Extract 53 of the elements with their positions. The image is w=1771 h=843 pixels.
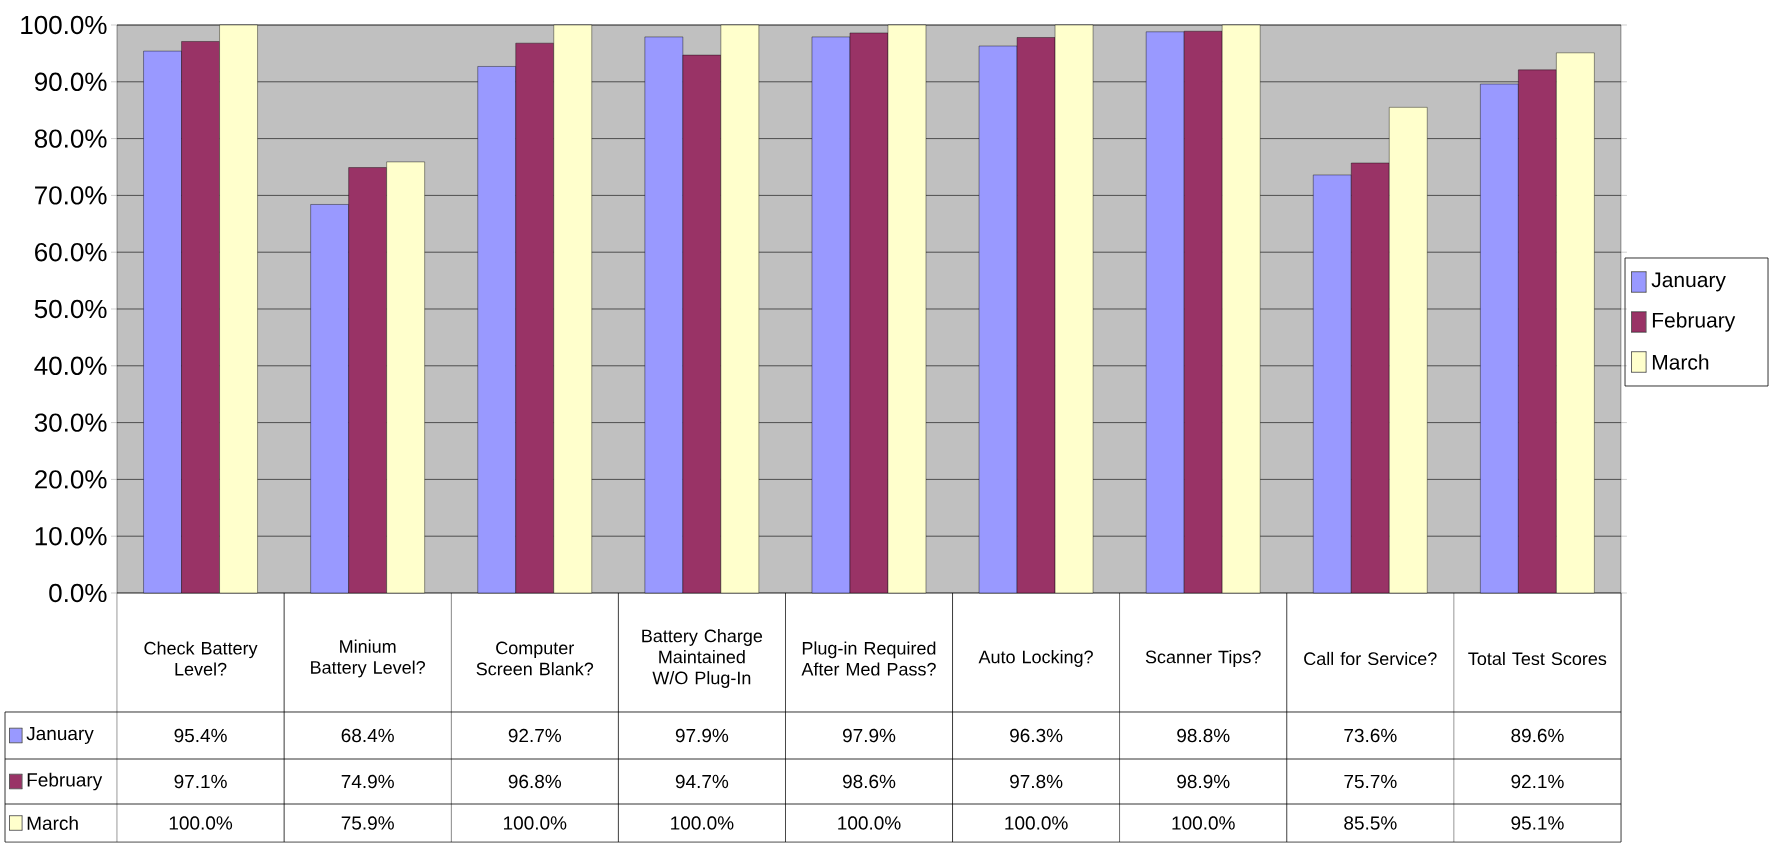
data-label: 100.0%: [169, 816, 233, 830]
data-label: 100.0%: [1172, 816, 1235, 830]
text: January: [26, 727, 94, 744]
x-tick-label: Check Battery Level?: [144, 641, 258, 676]
y-tick-label: 50.0%: [34, 299, 107, 319]
y-tick-label: 0.0%: [49, 583, 107, 603]
data-label: 97.9%: [675, 728, 729, 743]
x-tick-label: Scanner Tips?: [1145, 650, 1261, 667]
y-tick-label: 10.0%: [35, 526, 107, 546]
data-label: 100.0%: [838, 816, 901, 830]
data-label: 100.0%: [1005, 816, 1068, 830]
data-label: 89.6%: [1511, 728, 1564, 743]
data-label: 96.3%: [1010, 728, 1063, 743]
y-tick-label: 90.0%: [34, 72, 107, 91]
x-tick-label: Total Test Scores: [1468, 651, 1607, 666]
y-tick-label: 100.0%: [21, 15, 107, 35]
x-tick-label: Call for Service?: [1304, 651, 1437, 666]
data-label: 98.6%: [842, 774, 896, 789]
data-label: 94.7%: [675, 774, 729, 789]
legend-label: March: [1652, 354, 1709, 370]
y-tick-label: 70.0%: [35, 186, 107, 205]
data-label: 100.0%: [671, 816, 734, 830]
x-tick-label: Computer Screen Blank?: [476, 641, 594, 676]
legend-label: February: [1652, 312, 1736, 332]
y-tick-label: 80.0%: [34, 129, 107, 148]
data-label: 98.9%: [1177, 774, 1230, 789]
data-label: 92.1%: [1511, 774, 1564, 789]
data-label: 95.1%: [1511, 816, 1564, 830]
x-tick-label: Auto Locking?: [978, 650, 1093, 667]
text: February: [27, 772, 103, 791]
y-tick-label: 20.0%: [35, 470, 107, 489]
text: March: [27, 816, 78, 830]
y-tick-label: 60.0%: [35, 242, 107, 262]
data-label: 74.9%: [341, 774, 394, 789]
x-tick-label: Minium Battery Level?: [311, 639, 426, 678]
data-label: 95.4%: [174, 728, 227, 743]
data-label: 97.1%: [174, 774, 227, 789]
data-label: 97.9%: [842, 728, 896, 743]
y-tick-label: 30.0%: [34, 413, 107, 432]
data-label: 75.9%: [341, 816, 394, 830]
x-tick-label: Plug-in Required After Med Pass?: [801, 641, 936, 676]
data-label: 97.8%: [1010, 774, 1063, 789]
legend-label: January: [1651, 272, 1726, 292]
y-tick-label: 40.0%: [34, 356, 107, 375]
data-label: 73.6%: [1344, 728, 1397, 743]
data-label: 92.7%: [508, 728, 562, 743]
data-label: 68.4%: [341, 728, 394, 743]
data-label: 100.0%: [504, 816, 567, 830]
data-label: 96.8%: [508, 774, 562, 789]
data-label: 98.8%: [1177, 728, 1230, 743]
data-label: 75.7%: [1344, 774, 1397, 789]
data-label: 85.5%: [1344, 816, 1397, 830]
x-tick-label: Battery Charge Maintained W/O Plug-In: [642, 629, 763, 688]
